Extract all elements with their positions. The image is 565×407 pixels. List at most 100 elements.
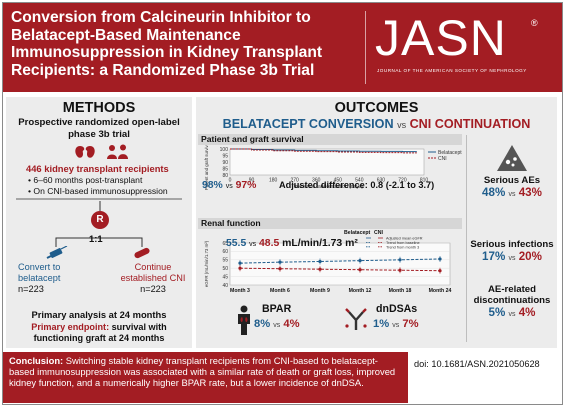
data-point (318, 259, 322, 264)
x-tick-label: 540 (355, 178, 364, 184)
primary-endpoint: Primary endpoint: survival with function… (6, 322, 192, 344)
legend-label: Adjusted mean eGFR (386, 237, 423, 241)
inclusion-list: 6–60 months post-transplant On CNI-based… (28, 175, 168, 197)
survival-result: 98% vs 97% (202, 180, 256, 191)
dndsa-belatacept: 1% (373, 318, 390, 330)
conclusion-text: Switching stable kidney transplant recip… (9, 355, 396, 389)
serious-aes-title: Serious AEs (483, 175, 541, 186)
bpar-vs: vs (273, 322, 281, 329)
x-tick-label: 630 (377, 178, 386, 184)
y-tick-label: 60 (222, 249, 228, 255)
cni-arm-label: Continue established CNI (120, 262, 186, 283)
comparison-arm-b: CNI CONTINUATION (409, 117, 531, 131)
x-tick-label: 270 (290, 178, 299, 184)
page-title: Conversion from Calcineurin Inhibitor to… (11, 9, 323, 79)
data-point (278, 267, 282, 271)
conclusion-label: Conclusion: (9, 355, 64, 366)
dndsa-label: dnDSAs (376, 303, 418, 315)
ae-discontinuations-title: AE-related discontinuations (473, 284, 551, 306)
doi-link[interactable]: doi: 10.1681/ASN.2021050628 (414, 359, 540, 369)
header-divider (365, 11, 366, 84)
egfr-result: 55.5 vs 48.5 mL/min/1.73 m² (226, 238, 358, 249)
x-tick-label: 180 (269, 178, 278, 184)
kidney-and-people-icon (75, 144, 128, 159)
y-tick-label: 65 (222, 241, 228, 247)
ae-discontinuations-belatacept: 5% (488, 306, 506, 319)
belatacept-survival: 98% (202, 180, 223, 191)
ae-discontinuations-values: 5% vs 4% (468, 306, 556, 319)
belatacept-arm-label: Convert to belatacept (18, 262, 61, 283)
x-tick-label: 360 (312, 178, 321, 184)
primary-analysis: Primary analysis at 24 months (31, 309, 167, 320)
belatacept-egfr: 55.5 (226, 238, 247, 249)
person-icon (238, 305, 250, 335)
cni-arm: Continue established CNI n=223 (114, 262, 192, 295)
x-tick-label: Month 18 (389, 288, 412, 294)
outcomes-side-divider (466, 135, 467, 342)
legend-head: Belatacept (344, 230, 371, 236)
bpar-label: BPAR (262, 303, 292, 315)
ae-discontinuations: AE-related discontinuations 5% vs 4% (468, 284, 556, 319)
randomization-marker: R (91, 211, 109, 229)
dndsa-vs: vs (392, 322, 400, 329)
dndsa-cni: 7% (402, 318, 419, 330)
plot-area (229, 148, 425, 176)
x-tick-label: Month 24 (429, 288, 452, 294)
renal-function-bar: Renal function (198, 218, 462, 229)
y-tick-label: 40 (222, 283, 228, 289)
serious-aes: Serious AEs 48% vs 43% (468, 175, 556, 199)
legend-label: Trend from baseline (386, 241, 420, 245)
egfr-vs: vs (249, 241, 257, 248)
legend-label: Trend from month 3 (386, 245, 419, 249)
x-tick-label: 720 (398, 178, 407, 184)
serious-infections-values: 17% vs 20% (468, 250, 556, 263)
plot-area (229, 242, 451, 286)
data-point (238, 261, 242, 265)
belatacept-arm: Convert to belatacept n=223 (18, 262, 88, 295)
allocation-ratio: 1:1 (89, 233, 103, 244)
legend-head: CNI (374, 230, 383, 236)
outcomes-panel: OUTCOMES BELATACEPT CONVERSION vs CNI CO… (196, 97, 557, 348)
list-item: On CNI-based immunosuppression (28, 186, 167, 197)
y-axis-label: Patient and graft survival (%) (204, 145, 209, 190)
data-point (398, 268, 402, 272)
serious-infections: Serious infections 17% vs 20% (468, 239, 556, 263)
legend-label: Belatacept (438, 150, 462, 156)
data-point (318, 267, 322, 271)
x-tick-label: Month 12 (349, 288, 372, 294)
serious-aes-belatacept: 48% (482, 186, 506, 199)
adjusted-difference: Adjusted difference: 0.8 (-2.1 to 3.7) (279, 180, 435, 190)
serious-infections-belatacept: 17% (482, 250, 506, 263)
serious-aes-values: 48% vs 43% (468, 186, 556, 199)
x-tick-label: 90 (249, 178, 255, 184)
pill-capsule-icon (134, 247, 150, 259)
y-tick-label: 50 (222, 266, 228, 272)
data-point (358, 268, 362, 272)
x-tick-label: 450 (334, 178, 343, 184)
y-tick-label: 85 (222, 166, 228, 172)
logo-wordmark: JASN (375, 10, 507, 66)
ae-discontinuations-vs: vs (508, 311, 516, 318)
list-item: 6–60 months post-transplant (28, 175, 168, 186)
primary-endpoint-label: Primary endpoint: (31, 322, 110, 332)
conclusion-box: Conclusion: Switching stable kidney tran… (3, 352, 408, 403)
x-axis-label: Time since randomization (days) (291, 184, 363, 190)
y-axis-label: eGFR (mL/min/1.73 m²) (204, 240, 209, 287)
trial-design: Prospective randomized open-label phase … (18, 117, 180, 140)
x-tick-label: 0 (229, 178, 232, 184)
data-point (238, 266, 242, 270)
bpar-cni: 4% (283, 318, 300, 330)
data-point (438, 269, 442, 273)
survival-series-belatacept (230, 148, 417, 153)
warning-triangle-icon (497, 145, 527, 171)
x-tick-label: Month 6 (270, 288, 290, 294)
x-tick-label: Month 9 (310, 288, 330, 294)
comparison-title: BELATACEPT CONVERSION vs CNI CONTINUATIO… (196, 117, 557, 131)
data-point (358, 259, 362, 263)
data-point (278, 260, 282, 264)
y-tick-label: 100 (220, 147, 229, 153)
dndsa-values: 1% vs 7% (373, 318, 419, 330)
y-tick-label: 55 (222, 258, 228, 264)
x-tick-label: 810 (420, 178, 429, 184)
